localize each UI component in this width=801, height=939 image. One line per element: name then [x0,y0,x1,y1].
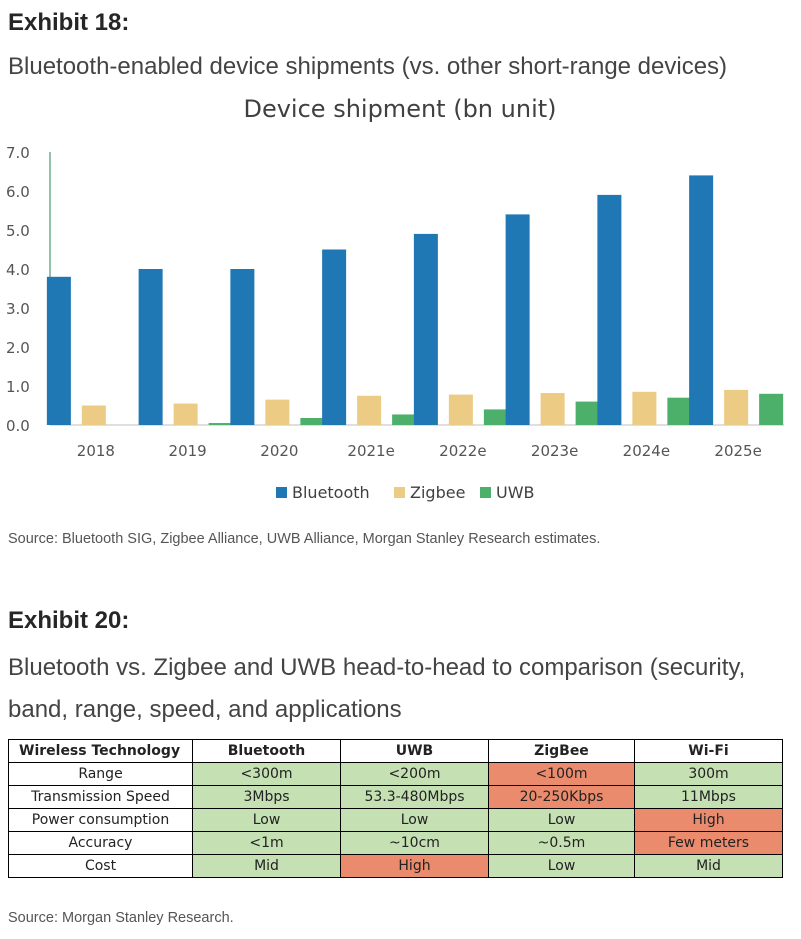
comparison-table: Wireless Technology Bluetooth UWB ZigBee Wi-… [8,739,783,878]
bar-bluetooth-2021e [322,249,347,425]
bar-zigbee-2022e [448,394,473,425]
table-row: Range <300m <200m <100m 300m [8,762,783,786]
comparison-table-body: Range <300m <200m <100m 300m Transmission Spe… [8,762,783,878]
bar-bluetooth-2018 [46,276,71,425]
x-tick-label: 2023e [531,442,578,460]
shipment-chart-svg: Device shipment (bn unit) 0.0 1.0 2.0 3.0 4.0… [6,95,784,502]
x-tick-label: 2022e [439,442,486,460]
table-row: Cost Mid High Low Mid [8,854,783,878]
x-tick-label: 2021e [347,442,394,460]
legend-swatch-bluetooth [276,487,287,498]
table-row: Transmission Speed 3Mbps 53.3-480Mbps 20-25… [8,785,783,809]
legend-swatch-zigbee [394,487,405,498]
bar-zigbee-2018 [81,405,106,425]
bar-zigbee-2023e [540,393,565,425]
bar-zigbee-2020 [265,399,290,425]
table-cell: 11Mbps [634,785,783,809]
exhibit-20-title: Bluetooth vs. Zigbee and UWB head-to-hea… [8,654,746,723]
bar-bluetooth-2019 [138,269,163,425]
bar-uwb-2019 [208,423,233,425]
table-cell: <100m [488,762,635,786]
x-tick-label: 2019 [169,442,207,460]
x-tick-label: 2025e [714,442,761,460]
table-row: Accuracy <1m ~10cm ~0.5m Few meters [8,831,783,855]
table-cell: 300m [634,762,783,786]
table-cell: ~0.5m [488,831,635,855]
table-cell: ~10cm [340,831,489,855]
table-row: Power consumption Low Low Low High [8,808,783,832]
y-tick-label: 0.0 [6,417,30,435]
table-cell: Low [340,808,489,832]
bar-bluetooth-2023e [505,214,530,425]
table-header-cell: Wireless Technology [8,739,193,763]
bar-bluetooth-2020 [230,269,255,425]
table-row-label: Range [8,762,193,786]
table-header-cell: Bluetooth [192,739,341,763]
y-tick-label: 7.0 [6,144,30,162]
x-tick-label: 2020 [260,442,298,460]
exhibit-20-label: Exhibit 20: [8,607,130,634]
table-header-cell: Wi-Fi [634,739,783,763]
x-tick-label: 2018 [77,442,115,460]
bar-zigbee-2025e [724,389,749,425]
table-row-label: Accuracy [8,831,193,855]
y-tick-label: 1.0 [6,378,30,396]
table-cell: 20-250Kbps [488,785,635,809]
table-cell: Mid [634,854,783,878]
comparison-table-header: Wireless Technology Bluetooth UWB ZigBee Wi-… [8,739,783,763]
legend-label-bluetooth: Bluetooth [292,483,370,502]
chart-title: Device shipment (bn unit) [243,95,556,123]
x-tick-label: 2024e [623,442,670,460]
y-tick-label: 3.0 [6,300,30,318]
bar-bluetooth-2024e [597,194,622,425]
table-row-label: Transmission Speed [8,785,193,809]
exhibit-20-source: Source: Morgan Stanley Research. [8,910,234,926]
table-row-label: Cost [8,854,193,878]
bar-uwb-2020 [300,417,325,425]
table-cell: High [340,854,489,878]
y-tick-label: 6.0 [6,183,30,201]
bar-zigbee-2021e [357,395,382,425]
y-tick-label: 4.0 [6,261,30,279]
table-cell: Low [488,808,635,832]
legend-label-uwb: UWB [496,483,535,502]
table-cell: <1m [192,831,341,855]
table-cell: Low [488,854,635,878]
bar-uwb-2024e [667,397,692,425]
table-header-cell: ZigBee [488,739,635,763]
bar-uwb-2025e [759,393,784,425]
table-cell: Mid [192,854,341,878]
table-cell: 3Mbps [192,785,341,809]
exhibit-18-label: Exhibit 18: [8,9,130,36]
exhibit-18-source: Source: Bluetooth SIG, Zigbee Alliance, … [8,531,601,547]
bar-uwb-2023e [575,401,600,425]
y-tick-label: 5.0 [6,222,30,240]
table-cell: Few meters [634,831,783,855]
table-cell: <300m [192,762,341,786]
bar-bluetooth-2022e [413,233,438,425]
shipment-chart: Device shipment (bn unit) 0.0 1.0 2.0 3.0 4.0… [0,86,801,516]
table-cell: High [634,808,783,832]
table-row-label: Power consumption [8,808,193,832]
legend-label-zigbee: Zigbee [410,483,465,502]
table-cell: Low [192,808,341,832]
bar-uwb-2022e [483,409,508,425]
legend-swatch-uwb [480,487,491,498]
bar-uwb-2021e [392,414,417,425]
bar-bluetooth-2025e [689,175,714,425]
table-cell: 53.3-480Mbps [340,785,489,809]
bar-zigbee-2019 [173,403,198,425]
exhibit-18-title: Bluetooth-enabled device shipments (vs. … [8,53,728,80]
bar-zigbee-2024e [632,391,657,425]
table-cell: <200m [340,762,489,786]
table-header-cell: UWB [340,739,489,763]
y-tick-label: 2.0 [6,339,30,357]
